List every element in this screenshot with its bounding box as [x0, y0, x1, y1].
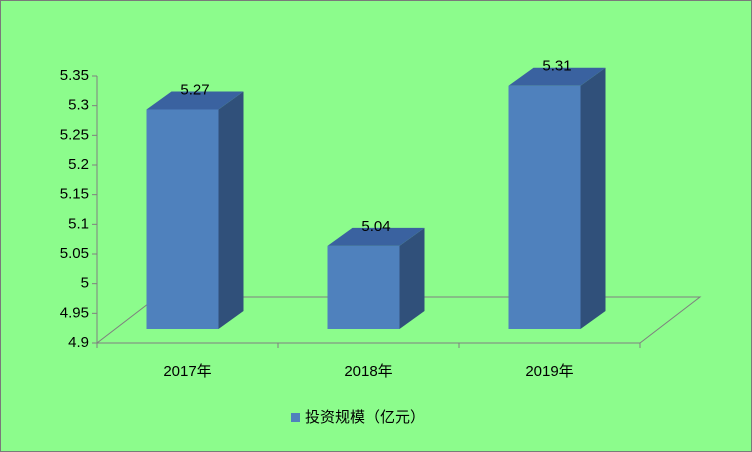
- legend-label: 投资规模（亿元）: [305, 409, 425, 426]
- data-label: 5.27: [180, 81, 209, 98]
- bar-side: [399, 227, 425, 329]
- bar: [508, 85, 581, 329]
- bar-top: [327, 227, 425, 246]
- y-tick-label: 5.1: [68, 215, 89, 232]
- y-tick-label: 4.9: [68, 334, 89, 351]
- x-tick-label: 2017年: [163, 363, 211, 380]
- y-tick-label: 5.05: [60, 245, 89, 262]
- x-tick-label: 2019年: [525, 363, 573, 380]
- bar-side: [580, 67, 606, 329]
- bar: [327, 245, 400, 329]
- y-tick-label: 5.15: [60, 186, 89, 203]
- y-tick-label: 5: [81, 275, 89, 292]
- data-label: 5.04: [361, 218, 390, 235]
- data-label: 5.31: [542, 58, 571, 75]
- y-tick-label: 4.95: [60, 304, 89, 321]
- bar-top: [508, 67, 606, 86]
- y-tick-label: 5.25: [60, 126, 89, 143]
- y-tick-label: 5.3: [68, 97, 89, 114]
- x-tick-label: 2018年: [344, 363, 392, 380]
- bar-top: [146, 91, 244, 110]
- legend-swatch: [291, 413, 300, 422]
- bar-side: [218, 91, 244, 329]
- y-tick-label: 5.35: [60, 67, 89, 84]
- y-tick-label: 5.2: [68, 156, 89, 173]
- bar: [146, 109, 219, 329]
